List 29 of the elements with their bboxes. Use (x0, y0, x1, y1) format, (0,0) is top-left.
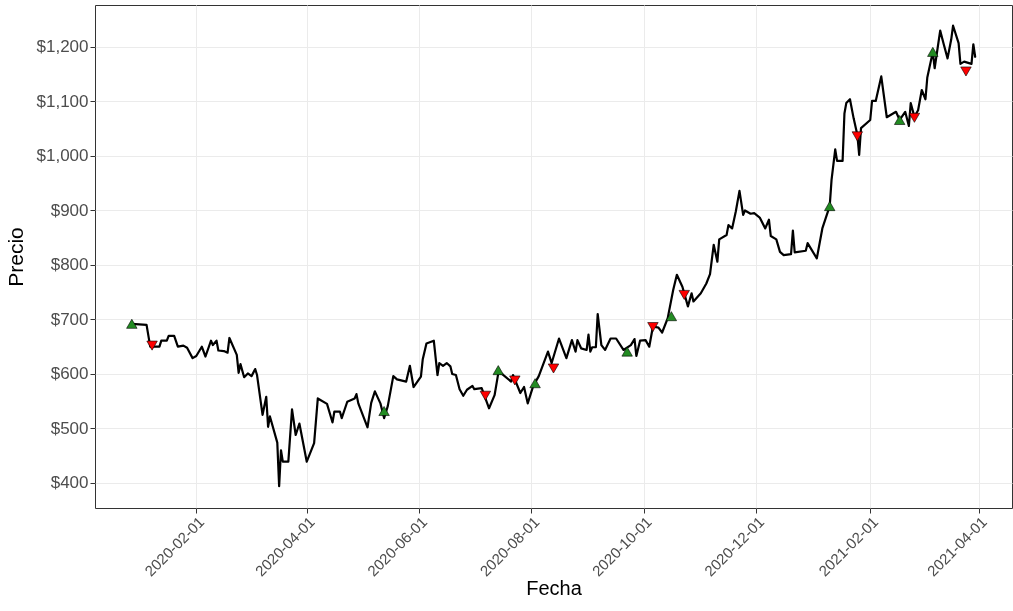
y-tick-label: $700 (50, 309, 89, 329)
y-tick-label: $900 (50, 200, 89, 220)
point (126, 318, 138, 329)
point (824, 201, 836, 211)
y-tick-label: $1,200 (36, 37, 89, 57)
y-axis-title: Precio (3, 227, 27, 287)
y-tick-label: $1,000 (36, 146, 89, 166)
point (908, 112, 920, 123)
point (894, 115, 906, 125)
point (146, 340, 158, 351)
point (647, 322, 659, 332)
x-axis-title: Fecha (526, 577, 583, 600)
point (529, 378, 541, 389)
y-tick-label: $1,100 (36, 91, 89, 111)
point (960, 66, 972, 77)
y-tick-label: $800 (50, 255, 89, 275)
y-tick-label: $500 (50, 418, 89, 438)
point (665, 311, 677, 322)
point (851, 131, 863, 142)
point (378, 406, 390, 416)
point (678, 290, 690, 300)
point (547, 363, 560, 374)
y-tick-label: $600 (50, 364, 89, 384)
y-tick-label: $400 (50, 473, 89, 493)
point (509, 375, 521, 386)
point (492, 365, 504, 375)
point (621, 346, 633, 357)
point (927, 47, 939, 57)
point (479, 390, 491, 401)
